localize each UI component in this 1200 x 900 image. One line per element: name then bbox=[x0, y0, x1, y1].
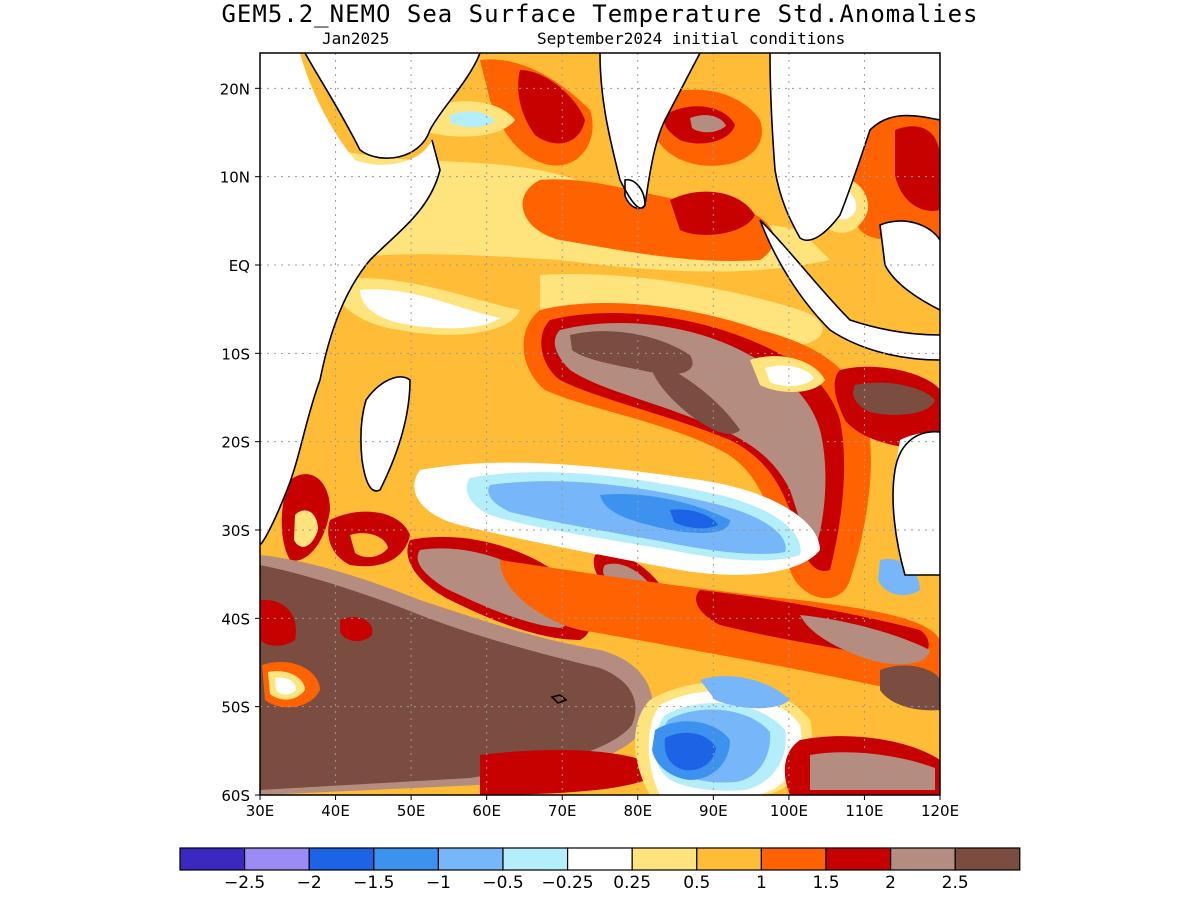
map-frame bbox=[259, 52, 941, 796]
field-patch bbox=[670, 191, 755, 235]
field-patch bbox=[570, 331, 693, 375]
axis-ticks: 30E 40E 50E 60E 70E 80E 90E 100E 110E 120E 20N 10N E… bbox=[220, 80, 959, 820]
colorbar-label: 0.25 bbox=[613, 873, 651, 893]
tick-label-lat: 40S bbox=[221, 610, 250, 628]
colorbar-label: −0.5 bbox=[482, 873, 523, 893]
tick-label-lon: 60E bbox=[472, 802, 501, 820]
field-patch bbox=[853, 382, 935, 415]
land-borneo bbox=[880, 220, 940, 310]
graticule bbox=[260, 53, 940, 795]
colorbar-swatch bbox=[566, 847, 633, 871]
field-patch bbox=[522, 179, 775, 261]
field-patch bbox=[670, 509, 718, 529]
field-patch bbox=[260, 599, 296, 646]
tick-label-lat: 10N bbox=[220, 169, 250, 187]
tick-label-lat: EQ bbox=[229, 257, 250, 275]
colorbar-label: 1 bbox=[756, 873, 767, 893]
tick-label-lon: 80E bbox=[623, 802, 652, 820]
coastline-australia bbox=[892, 430, 940, 576]
tick-label-lon: 90E bbox=[699, 802, 728, 820]
land-africa bbox=[260, 53, 440, 545]
colorbar-swatch bbox=[954, 847, 1021, 871]
coastline-sri-lanka bbox=[624, 179, 646, 210]
colorbar-swatch bbox=[760, 847, 827, 871]
colorbar-swatch bbox=[373, 847, 439, 871]
tick-label-lat: 20S bbox=[221, 434, 250, 452]
land-southeast-asia bbox=[770, 53, 940, 241]
colorbar-swatch bbox=[631, 847, 698, 871]
field-patch bbox=[800, 615, 930, 665]
field-patch bbox=[275, 677, 297, 695]
field-patch bbox=[690, 115, 726, 133]
tick-label-lon: 30E bbox=[246, 802, 275, 820]
colorbar-label: −1 bbox=[426, 873, 451, 893]
coastline-africa bbox=[260, 139, 441, 546]
coastline-india bbox=[599, 53, 701, 209]
colorbar-swatch bbox=[179, 847, 246, 871]
colorbar-swatch bbox=[244, 847, 310, 871]
valid-month-label: Jan2025 bbox=[322, 29, 390, 48]
coastline-borneo bbox=[879, 220, 940, 311]
colorbar-label: 2 bbox=[885, 873, 896, 893]
tick-label-lon: 100E bbox=[770, 802, 808, 820]
field-patch bbox=[450, 111, 495, 128]
land-australia bbox=[893, 431, 940, 575]
field-patch bbox=[294, 510, 318, 547]
coastlines bbox=[260, 53, 940, 704]
land-sri-lanka bbox=[625, 179, 645, 209]
land-sumatra-java bbox=[760, 220, 940, 360]
field-patch bbox=[480, 750, 660, 795]
tick-label-lat: 30S bbox=[221, 522, 250, 540]
colorbar-swatch bbox=[502, 847, 569, 871]
coastline-kerguelen bbox=[550, 694, 568, 704]
colorbar-swatch bbox=[889, 847, 956, 871]
tick-label-lon: 40E bbox=[321, 802, 350, 820]
land-india bbox=[540, 53, 700, 209]
field-patch bbox=[554, 322, 826, 550]
colorbar-swatch bbox=[696, 847, 762, 871]
colorbar-label: −2 bbox=[297, 873, 322, 893]
tick-label-lat: 60S bbox=[221, 787, 250, 805]
field-patch bbox=[700, 676, 790, 709]
coastline-arabia bbox=[304, 53, 481, 159]
tick-label-lon: 120E bbox=[921, 802, 959, 820]
field-patch bbox=[350, 533, 388, 558]
colorbar-swatch bbox=[437, 847, 504, 871]
field-patch bbox=[417, 548, 569, 628]
tick-label-lat: 50S bbox=[221, 699, 250, 717]
coastline-sumatra-java bbox=[759, 219, 940, 361]
colorbar: −2.5 −2 −1.5 −1 −0.5 −0.25 0.25 0.5 1 1.5 2 2.5 bbox=[179, 847, 1021, 893]
anomaly-field bbox=[260, 53, 940, 795]
tick-label-lon: 50E bbox=[397, 802, 426, 820]
colorbar-label: 0.5 bbox=[683, 873, 710, 893]
colorbar-label: 1.5 bbox=[812, 873, 839, 893]
field-patch bbox=[500, 560, 940, 700]
field-patch bbox=[360, 289, 500, 329]
colorbar-label: −1.5 bbox=[353, 873, 394, 893]
colorbar-label: 2.5 bbox=[942, 873, 969, 893]
tick-label-lat: 10S bbox=[221, 345, 250, 363]
field-patch bbox=[664, 732, 716, 771]
colorbar-label: −0.25 bbox=[542, 873, 594, 893]
land-arabia bbox=[260, 53, 480, 159]
field-patch bbox=[895, 126, 940, 211]
tick-label-lon: 70E bbox=[548, 802, 577, 820]
field-patch bbox=[765, 365, 814, 387]
coastline-southeast-asia bbox=[769, 53, 940, 241]
colorbar-label: −2.5 bbox=[224, 873, 265, 893]
colorbar-swatch bbox=[825, 847, 892, 871]
chart-title: GEM5.2_NEMO Sea Surface Temperature Std.… bbox=[221, 0, 979, 28]
init-conditions-label: September2024 initial conditions bbox=[537, 29, 846, 48]
field-patch bbox=[810, 752, 935, 790]
field-patch bbox=[880, 665, 940, 711]
field-patch bbox=[650, 360, 740, 435]
tick-label-lat: 20N bbox=[220, 80, 250, 98]
field-patch bbox=[340, 617, 373, 642]
tick-label-lon: 110E bbox=[845, 802, 883, 820]
land-madagascar bbox=[360, 376, 410, 491]
coastline-madagascar bbox=[360, 376, 411, 492]
colorbar-swatch bbox=[308, 847, 375, 871]
